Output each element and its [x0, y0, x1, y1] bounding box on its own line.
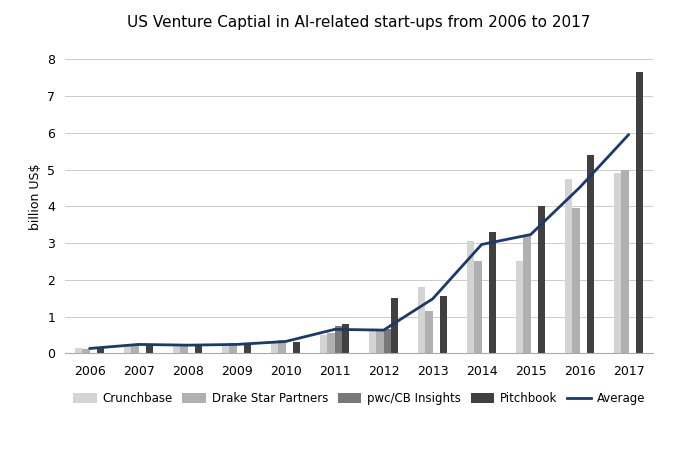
Average	[184, 343, 192, 348]
Bar	[278, 340, 285, 353]
Bar	[342, 324, 350, 353]
Bar	[523, 236, 531, 353]
Bar	[467, 241, 474, 353]
Bar	[124, 345, 131, 353]
Bar	[369, 329, 377, 353]
Bar	[97, 348, 104, 353]
Average	[379, 327, 388, 333]
Bar	[222, 346, 229, 353]
Bar	[391, 298, 398, 353]
Average	[477, 242, 486, 247]
Average	[86, 346, 94, 351]
Bar	[334, 325, 342, 353]
Bar	[82, 349, 90, 353]
Bar	[229, 343, 236, 353]
Bar	[565, 179, 572, 353]
Bar	[173, 345, 180, 353]
Bar	[474, 261, 482, 353]
Bar	[131, 344, 139, 353]
Average	[135, 342, 143, 347]
Bar	[516, 261, 523, 353]
Bar	[244, 344, 252, 353]
Average	[527, 232, 535, 237]
Bar	[384, 329, 391, 353]
Line: Average: Average	[90, 135, 629, 349]
Bar	[489, 232, 496, 353]
Bar	[320, 335, 328, 353]
Bar	[146, 344, 153, 353]
Bar	[328, 333, 334, 353]
Bar	[614, 173, 621, 353]
Average	[232, 342, 240, 347]
Legend: Crunchbase, Drake Star Partners, pwc/CB Insights, Pitchbook, Average: Crunchbase, Drake Star Partners, pwc/CB …	[68, 387, 650, 410]
Title: US Venture Captial in AI-related start-ups from 2006 to 2017: US Venture Captial in AI-related start-u…	[127, 15, 591, 30]
Bar	[587, 155, 594, 353]
Average	[330, 326, 339, 332]
Bar	[75, 349, 82, 353]
Average	[428, 296, 437, 301]
Bar	[538, 206, 545, 353]
Bar	[572, 208, 580, 353]
Y-axis label: billion US$: billion US$	[29, 164, 42, 230]
Bar	[271, 342, 278, 353]
Bar	[636, 72, 643, 353]
Bar	[440, 296, 447, 353]
Average	[625, 132, 633, 137]
Bar	[418, 287, 425, 353]
Bar	[377, 331, 384, 353]
Bar	[425, 311, 433, 353]
Average	[576, 185, 584, 190]
Bar	[293, 342, 301, 353]
Average	[281, 339, 290, 344]
Bar	[180, 345, 188, 353]
Bar	[621, 170, 629, 353]
Bar	[195, 345, 202, 353]
